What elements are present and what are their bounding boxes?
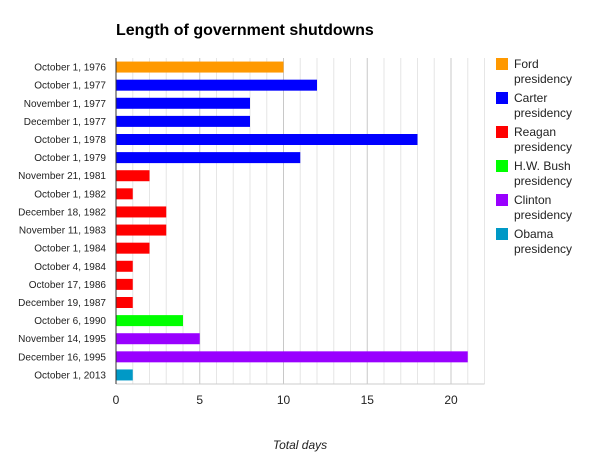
bar — [116, 351, 468, 363]
legend-swatch — [496, 58, 508, 70]
category-label: December 19, 1987 — [18, 298, 106, 309]
category-label: November 14, 1995 — [18, 334, 106, 345]
legend-label: Clinton — [514, 193, 551, 207]
bar — [116, 61, 284, 73]
x-tick-label: 0 — [113, 393, 120, 407]
category-label: October 1, 1978 — [34, 135, 106, 146]
category-label: October 1, 1976 — [34, 63, 106, 74]
legend-label: presidency — [514, 140, 572, 154]
bar — [116, 115, 250, 127]
legend-label: Reagan — [514, 125, 556, 139]
category-label: October 4, 1984 — [34, 262, 106, 273]
bar — [116, 242, 150, 254]
legend-swatch — [496, 194, 508, 206]
gridlines — [116, 58, 485, 385]
legend-swatch — [496, 126, 508, 138]
category-label: October 17, 1986 — [29, 280, 107, 291]
category-label: December 18, 1982 — [18, 207, 106, 218]
bar — [116, 333, 200, 345]
category-label: October 1, 1984 — [34, 244, 106, 255]
bar — [116, 188, 133, 200]
bar — [116, 206, 167, 218]
bar — [116, 134, 418, 145]
category-label: December 16, 1995 — [18, 352, 106, 363]
legend-label: presidency — [514, 208, 572, 222]
bar — [116, 97, 250, 109]
bars — [116, 61, 468, 381]
legend-label: presidency — [514, 174, 572, 188]
bar — [116, 369, 133, 381]
bar — [116, 260, 133, 272]
category-label: October 1, 1979 — [34, 153, 106, 164]
bar — [116, 224, 167, 236]
bar — [116, 170, 150, 182]
bar — [116, 297, 133, 308]
legend-label: presidency — [514, 72, 572, 86]
category-labels: October 1, 1976 October 1, 1977 November 1… — [18, 63, 106, 382]
category-label: October 6, 1990 — [34, 316, 106, 327]
x-tick-label: 10 — [277, 393, 291, 407]
bar — [116, 79, 317, 91]
category-label: November 1, 1977 — [24, 99, 107, 110]
x-tick-label: 5 — [196, 393, 203, 407]
bar — [116, 315, 183, 327]
category-label: October 1, 2013 — [34, 370, 106, 381]
legend-label: H.W. Bush — [514, 159, 571, 173]
legend-swatch — [496, 160, 508, 172]
x-tick-label: 20 — [444, 393, 458, 407]
legend-label: presidency — [514, 106, 572, 120]
category-label: November 21, 1981 — [18, 171, 106, 182]
legend-label: Ford — [514, 57, 539, 71]
bar — [116, 152, 301, 164]
x-axis-ticks: 0 5 10 15 20 — [113, 393, 458, 407]
chart-title: Length of government shutdowns — [116, 22, 374, 39]
legend-label: Obama — [514, 227, 554, 241]
category-label: October 1, 1982 — [34, 189, 106, 200]
legend-label: presidency — [514, 242, 572, 256]
legend: FordpresidencyCarterpresidencyReaganpres… — [496, 57, 572, 256]
legend-label: Carter — [514, 91, 547, 105]
x-tick-label: 15 — [361, 393, 375, 407]
category-label: October 1, 1977 — [34, 81, 106, 92]
legend-swatch — [496, 92, 508, 104]
category-label: November 11, 1983 — [19, 226, 107, 237]
category-label: December 1, 1977 — [24, 117, 107, 128]
bar — [116, 278, 133, 290]
x-axis-label: Total days — [273, 438, 327, 452]
legend-swatch — [496, 228, 508, 240]
